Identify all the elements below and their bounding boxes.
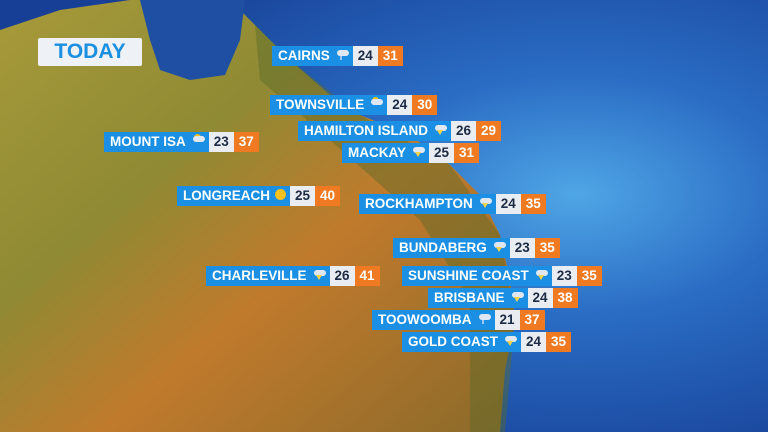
min-temp: 24 [387, 95, 413, 115]
today-title: TODAY [38, 38, 142, 66]
min-temp: 23 [509, 238, 535, 258]
city-label: BUNDABERG [393, 238, 510, 258]
showers-icon [477, 310, 491, 330]
city-label: HAMILTON ISLAND [298, 121, 451, 141]
gulf-of-carpentaria [140, 0, 245, 80]
max-temp: 37 [233, 132, 259, 152]
partly-cloudy-icon [191, 132, 205, 152]
storm-icon [492, 238, 506, 258]
min-temp: 23 [208, 132, 234, 152]
city-forecast: BRISBANE 24 38 [428, 288, 578, 308]
city-forecast: HAMILTON ISLAND 26 29 [298, 121, 501, 141]
city-forecast: LONGREACH 25 40 [177, 186, 340, 206]
city-label: CAIRNS [272, 46, 353, 66]
storm-icon [411, 143, 426, 163]
max-temp: 30 [412, 95, 438, 115]
city-name: BRISBANE [434, 290, 505, 305]
city-label: BRISBANE [428, 288, 528, 308]
city-forecast: TOWNSVILLE 24 30 [270, 95, 438, 115]
city-label: CHARLEVILLE [206, 266, 330, 286]
city-name: CAIRNS [278, 48, 330, 63]
storm-icon [534, 266, 548, 286]
max-temp: 35 [546, 332, 571, 352]
city-name: GOLD COAST [408, 334, 498, 349]
city-name: HAMILTON ISLAND [304, 123, 428, 138]
sunny-icon [275, 186, 286, 206]
max-temp: 29 [476, 121, 501, 141]
max-temp: 37 [519, 310, 545, 330]
city-forecast: TOOWOOMBA 21 37 [372, 310, 545, 330]
city-label: LONGREACH [177, 186, 290, 206]
max-temp: 38 [552, 288, 578, 308]
partly-cloudy-icon [369, 95, 384, 115]
min-temp: 25 [290, 186, 315, 206]
min-temp: 24 [521, 332, 546, 352]
city-label: SUNSHINE COAST [402, 266, 552, 286]
storm-icon [433, 121, 447, 141]
city-name: SUNSHINE COAST [408, 268, 529, 283]
min-temp: 26 [329, 266, 355, 286]
city-name: BUNDABERG [399, 240, 487, 255]
min-temp: 24 [352, 46, 378, 66]
city-forecast: MACKAY 25 31 [342, 143, 480, 163]
city-name: ROCKHAMPTON [365, 196, 473, 211]
city-forecast: ROCKHAMPTON 24 35 [359, 194, 546, 214]
min-temp: 21 [494, 310, 520, 330]
max-temp: 35 [534, 238, 560, 258]
min-temp: 24 [495, 194, 521, 214]
city-forecast: BUNDABERG 23 35 [393, 238, 560, 258]
max-temp: 35 [576, 266, 602, 286]
min-temp: 23 [551, 266, 577, 286]
storm-icon [312, 266, 326, 286]
showers-icon [335, 46, 349, 66]
min-temp: 25 [429, 143, 455, 163]
max-temp: 31 [454, 143, 480, 163]
city-name: CHARLEVILLE [212, 268, 307, 283]
city-label: MOUNT ISA [104, 132, 209, 152]
max-temp: 41 [354, 266, 380, 286]
city-label: TOWNSVILLE [270, 95, 388, 115]
storm-icon [510, 288, 524, 308]
city-name: MACKAY [348, 145, 407, 160]
city-forecast: CHARLEVILLE 26 41 [206, 266, 380, 286]
city-forecast: MOUNT ISA 23 37 [104, 132, 259, 152]
city-forecast: CAIRNS 24 31 [272, 46, 403, 66]
city-name: TOOWOOMBA [378, 312, 472, 327]
city-label: MACKAY [342, 143, 430, 163]
city-label: GOLD COAST [402, 332, 521, 352]
city-forecast: SUNSHINE COAST 23 35 [402, 266, 602, 286]
city-name: TOWNSVILLE [276, 97, 365, 112]
min-temp: 24 [527, 288, 553, 308]
city-forecast: GOLD COAST 24 35 [402, 332, 571, 352]
min-temp: 26 [451, 121, 476, 141]
storm-icon [503, 332, 517, 352]
city-label: ROCKHAMPTON [359, 194, 496, 214]
city-name: MOUNT ISA [110, 134, 186, 149]
city-label: TOOWOOMBA [372, 310, 495, 330]
max-temp: 35 [520, 194, 546, 214]
storm-icon [478, 194, 492, 214]
max-temp: 40 [315, 186, 340, 206]
city-name: LONGREACH [183, 188, 270, 203]
max-temp: 31 [377, 46, 403, 66]
